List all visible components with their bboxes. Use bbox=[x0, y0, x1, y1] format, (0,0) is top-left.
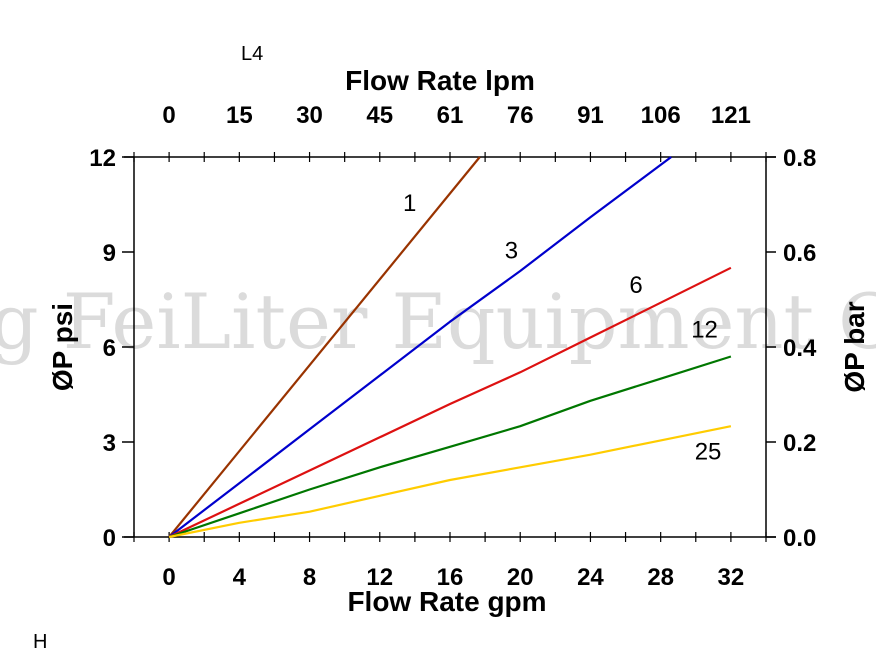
x-axis-title-top: Flow Rate lpm bbox=[345, 65, 535, 96]
x-tick-label-top: 30 bbox=[296, 102, 323, 129]
x-tick-label-top: 121 bbox=[711, 102, 751, 129]
x-tick-label-top: 0 bbox=[162, 102, 175, 129]
y-tick-label-left: 12 bbox=[89, 145, 116, 172]
y-axis-title-left: ØP psi bbox=[47, 303, 78, 391]
series-label-1: 1 bbox=[403, 190, 416, 217]
y-tick-label-left: 3 bbox=[103, 430, 116, 457]
y-axis-title-right: ØP bar bbox=[839, 301, 870, 392]
series-label-3: 3 bbox=[505, 237, 518, 264]
series-line-25 bbox=[168, 425, 732, 539]
x-tick-label-bottom: 0 bbox=[162, 564, 175, 591]
y-tick-label-right: 0.6 bbox=[783, 240, 816, 267]
x-tick-label-bottom: 32 bbox=[718, 564, 745, 591]
x-tick-label-bottom: 16 bbox=[437, 564, 464, 591]
x-tick-label-bottom: 28 bbox=[647, 564, 674, 591]
corner-label-top: L4 bbox=[241, 43, 264, 65]
y-tick-label-left: 9 bbox=[103, 240, 116, 267]
x-tick-label-bottom: 12 bbox=[366, 564, 393, 591]
y-tick-label-right: 0.2 bbox=[783, 430, 816, 457]
chart-line-labels: 1 3 6 12 25 bbox=[403, 190, 721, 466]
chart-series bbox=[168, 156, 732, 539]
x-tick-label-bottom: 4 bbox=[233, 564, 247, 591]
y-tick-label-right: 0.0 bbox=[783, 525, 816, 552]
x-tick-label-top: 91 bbox=[577, 102, 604, 129]
series-label-12: 12 bbox=[691, 317, 718, 344]
series-line-6 bbox=[168, 266, 732, 538]
series-label-25: 25 bbox=[695, 438, 722, 465]
x-tick-label-top: 15 bbox=[226, 102, 253, 129]
series-line-1 bbox=[168, 156, 481, 538]
corner-label-bottom: H bbox=[33, 631, 48, 653]
x-tick-label-top: 45 bbox=[366, 102, 393, 129]
x-tick-label-top: 76 bbox=[507, 102, 534, 129]
y-tick-label-left: 0 bbox=[103, 525, 116, 552]
x-tick-label-bottom: 24 bbox=[577, 564, 604, 591]
x-axis-title-bottom: Flow Rate gpm bbox=[347, 586, 546, 617]
series-line-12 bbox=[168, 355, 732, 539]
y-tick-label-left: 6 bbox=[103, 335, 116, 362]
y-tick-label-right: 0.8 bbox=[783, 145, 816, 172]
x-tick-label-top: 61 bbox=[437, 102, 464, 129]
y-tick-label-right: 0.4 bbox=[783, 335, 817, 362]
watermark: g FeiLiter Equipment Co. bbox=[0, 277, 876, 366]
chart-axes: 0 4 8 12 16 20 24 28 320 15 30 45 61 76 91 106 121036912… bbox=[89, 102, 817, 591]
series-line-3 bbox=[168, 156, 672, 538]
x-tick-label-bottom: 8 bbox=[303, 564, 316, 591]
x-tick-label-top: 106 bbox=[641, 102, 681, 129]
series-label-6: 6 bbox=[629, 272, 642, 299]
x-tick-label-bottom: 20 bbox=[507, 564, 534, 591]
